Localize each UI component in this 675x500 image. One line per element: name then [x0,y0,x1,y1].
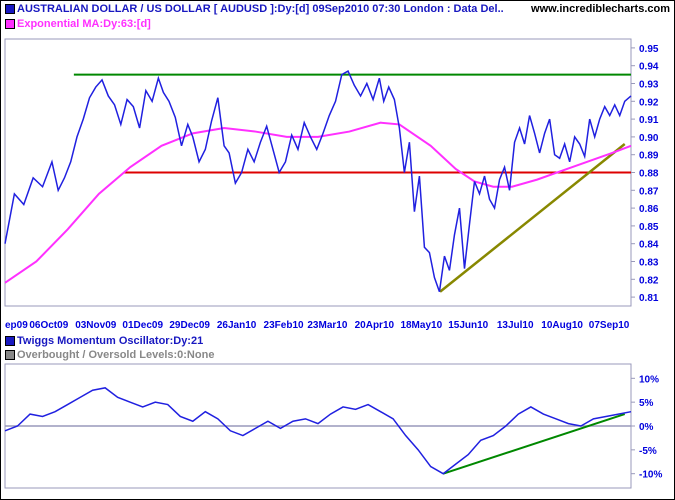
svg-text:0.86: 0.86 [639,204,659,215]
ema-legend: Exponential MA:Dy:63:[d] [1,17,674,31]
svg-text:10%: 10% [639,374,659,385]
svg-text:0.83: 0.83 [639,258,659,269]
ema-marker [5,19,15,29]
svg-text:15Jun10: 15Jun10 [448,320,488,331]
svg-text:23Mar10: 23Mar10 [307,320,347,331]
obos-label: Overbought / Oversold Levels:0:None [17,349,214,361]
svg-text:20Apr10: 20Apr10 [355,320,395,331]
main-chart: 0.81 0.82 0.83 0.84 0.85 0.86 0.87 0.88 0.89 0.90… [1,31,674,316]
svg-text:-10%: -10% [639,470,662,481]
svg-text:0.82: 0.82 [639,275,659,286]
svg-text:0.85: 0.85 [639,222,659,233]
svg-text:ep09: ep09 [5,320,28,331]
svg-text:13Jul10: 13Jul10 [497,320,534,331]
svg-text:18May10: 18May10 [400,320,442,331]
indicator-legend: Twiggs Momentum Oscillator:Dy:21 [1,332,674,348]
tmo-marker [5,336,15,346]
svg-text:10Aug10: 10Aug10 [541,320,583,331]
svg-text:0.89: 0.89 [639,151,659,162]
indicator-chart: -10% -5% 0% 5% 10% [1,362,674,492]
svg-text:0.87: 0.87 [639,186,659,197]
svg-text:0.93: 0.93 [639,80,659,91]
main-chart-svg: 0.81 0.82 0.83 0.84 0.85 0.86 0.87 0.88 0.89 0.90… [1,31,674,316]
svg-text:07Sep10: 07Sep10 [589,320,630,331]
chart-title: AUSTRALIAN DOLLAR / US DOLLAR [ AUDUSD ]… [17,3,504,15]
svg-text:23Feb10: 23Feb10 [264,320,304,331]
ema-legend-label: Exponential MA:Dy:63:[d] [17,18,151,30]
svg-text:0.81: 0.81 [639,293,659,304]
svg-text:5%: 5% [639,398,654,409]
svg-text:0.92: 0.92 [639,97,659,108]
svg-text:0.88: 0.88 [639,169,659,180]
svg-text:06Oct09: 06Oct09 [29,320,68,331]
svg-text:26Jan10: 26Jan10 [217,320,257,331]
svg-text:29Dec09: 29Dec09 [169,320,210,331]
tmo-label: Twiggs Momentum Oscillator:Dy:21 [17,335,203,347]
x-axis-svg: ep0906Oct09 03Nov09 01Dec09 29Dec09 26Jan10 2… [1,316,674,332]
svg-text:0%: 0% [639,422,654,433]
svg-text:0.94: 0.94 [639,62,659,73]
x-axis-row: ep0906Oct09 03Nov09 01Dec09 29Dec09 26Jan10 2… [1,316,674,332]
svg-text:0.90: 0.90 [639,133,659,144]
svg-text:0.84: 0.84 [639,240,659,251]
obos-legend: Overbought / Oversold Levels:0:None [1,348,674,362]
chart-header: AUSTRALIAN DOLLAR / US DOLLAR [ AUDUSD ]… [1,1,674,17]
svg-text:0.95: 0.95 [639,44,659,55]
chart-title-group: AUSTRALIAN DOLLAR / US DOLLAR [ AUDUSD ]… [5,3,504,15]
obos-marker [5,350,15,360]
title-marker [5,4,15,14]
svg-text:01Dec09: 01Dec09 [122,320,163,331]
site-watermark: www.incrediblecharts.com [531,3,670,15]
svg-text:-5%: -5% [639,446,657,457]
svg-text:0.91: 0.91 [639,115,659,126]
svg-text:03Nov09: 03Nov09 [75,320,117,331]
indicator-chart-svg: -10% -5% 0% 5% 10% [1,362,674,492]
